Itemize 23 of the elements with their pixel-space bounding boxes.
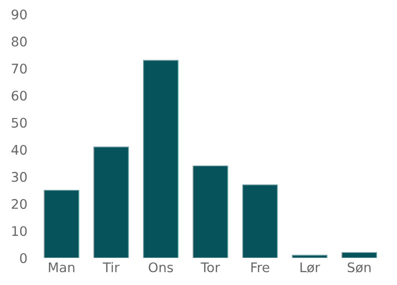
y-tick-label: 70 <box>12 64 27 74</box>
bar <box>44 190 80 258</box>
y-tick-label: 20 <box>12 198 27 209</box>
y-tick-label: 60 <box>12 90 27 101</box>
bar <box>242 184 278 258</box>
y-tick-label: 40 <box>11 144 27 155</box>
x-tick-label: Ons <box>148 262 173 272</box>
y-tick-label: 80 <box>12 36 27 47</box>
y-tick-label: 90 <box>12 9 27 20</box>
bar <box>142 60 179 258</box>
x-tick-label: Man <box>48 262 74 272</box>
bar <box>192 165 228 258</box>
y-tick-label: 0 <box>20 253 27 264</box>
x-tick-label: Fre <box>251 262 270 272</box>
y-tick-label: 50 <box>12 118 27 128</box>
y-tick-label: 10 <box>12 226 27 236</box>
x-tick-label: Tir <box>102 262 120 272</box>
x-tick-label: Søn <box>348 262 371 273</box>
x-tick-label: Tor <box>200 262 220 272</box>
bar <box>341 252 378 258</box>
x-tick-label: Lør <box>300 262 320 273</box>
bar <box>93 146 129 258</box>
y-tick-label: 30 <box>12 172 27 182</box>
